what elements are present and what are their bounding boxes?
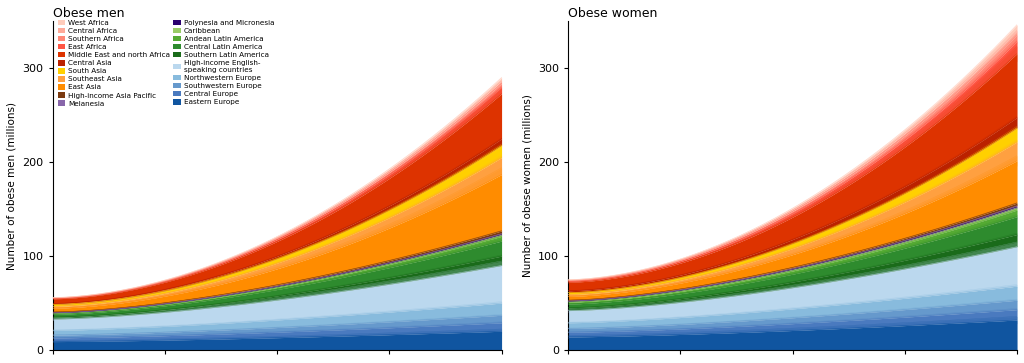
Y-axis label: Number of obese women (millions): Number of obese women (millions) bbox=[522, 94, 532, 277]
Text: Obese men: Obese men bbox=[52, 7, 124, 20]
Y-axis label: Number of obese men (millions): Number of obese men (millions) bbox=[7, 102, 17, 270]
Text: Obese women: Obese women bbox=[568, 7, 657, 20]
Legend: West Africa, Central Africa, Southern Africa, East Africa, Middle East and north: West Africa, Central Africa, Southern Af… bbox=[56, 18, 275, 108]
